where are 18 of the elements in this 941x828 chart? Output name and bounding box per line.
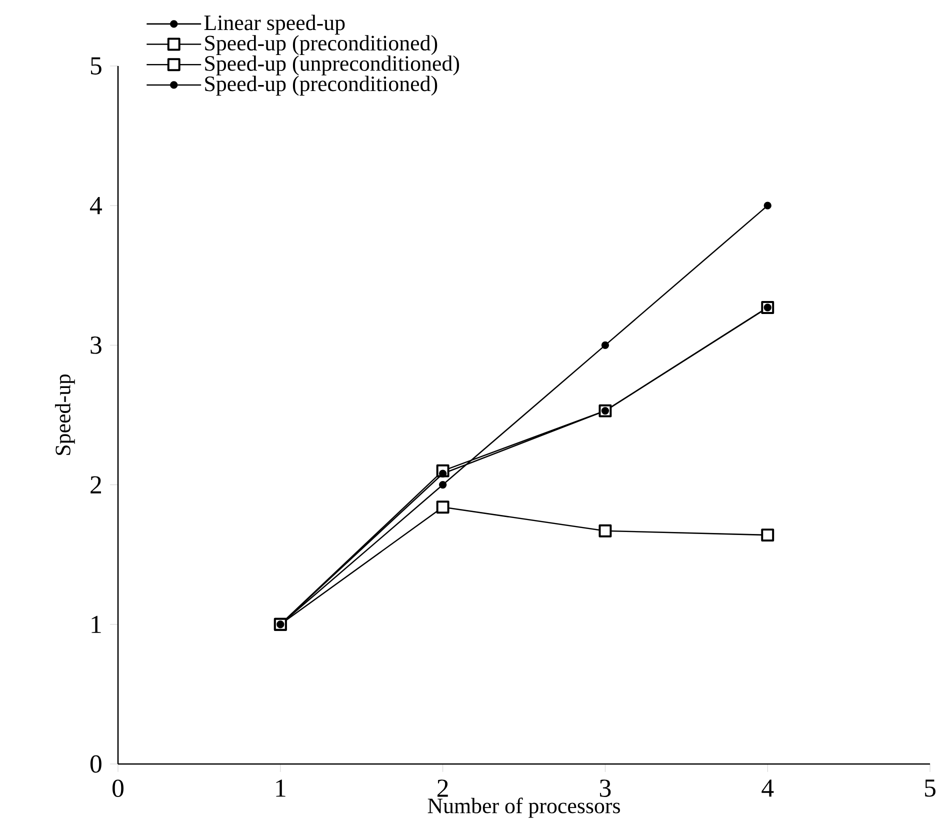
x-tick-label: 2 (437, 780, 448, 797)
legend-label: Speed-up (unpreconditioned) (205, 55, 460, 76)
y-tick-label: 3 (90, 336, 102, 354)
x-tick-label: 5 (925, 780, 936, 797)
y-tick-label: 1 (92, 616, 101, 633)
y-tick-label: 4 (90, 197, 102, 214)
x-tick-label: 1 (276, 780, 286, 797)
legend-label: Speed-up (preconditioned) (205, 35, 438, 55)
x-tick-label: 3 (600, 780, 611, 797)
legend-label: Speed-up (preconditioned) (205, 76, 438, 96)
legend-label: Linear speed-up (204, 14, 345, 35)
y-axis-title: Speed-up (55, 374, 75, 455)
x-tick-label: 0 (112, 780, 124, 798)
y-tick-label: 0 (90, 755, 102, 773)
y-tick-label: 5 (90, 57, 102, 75)
y-tick-label: 2 (90, 476, 101, 494)
x-tick-label: 4 (762, 780, 774, 797)
x-axis-title: Number of processors (428, 798, 620, 818)
